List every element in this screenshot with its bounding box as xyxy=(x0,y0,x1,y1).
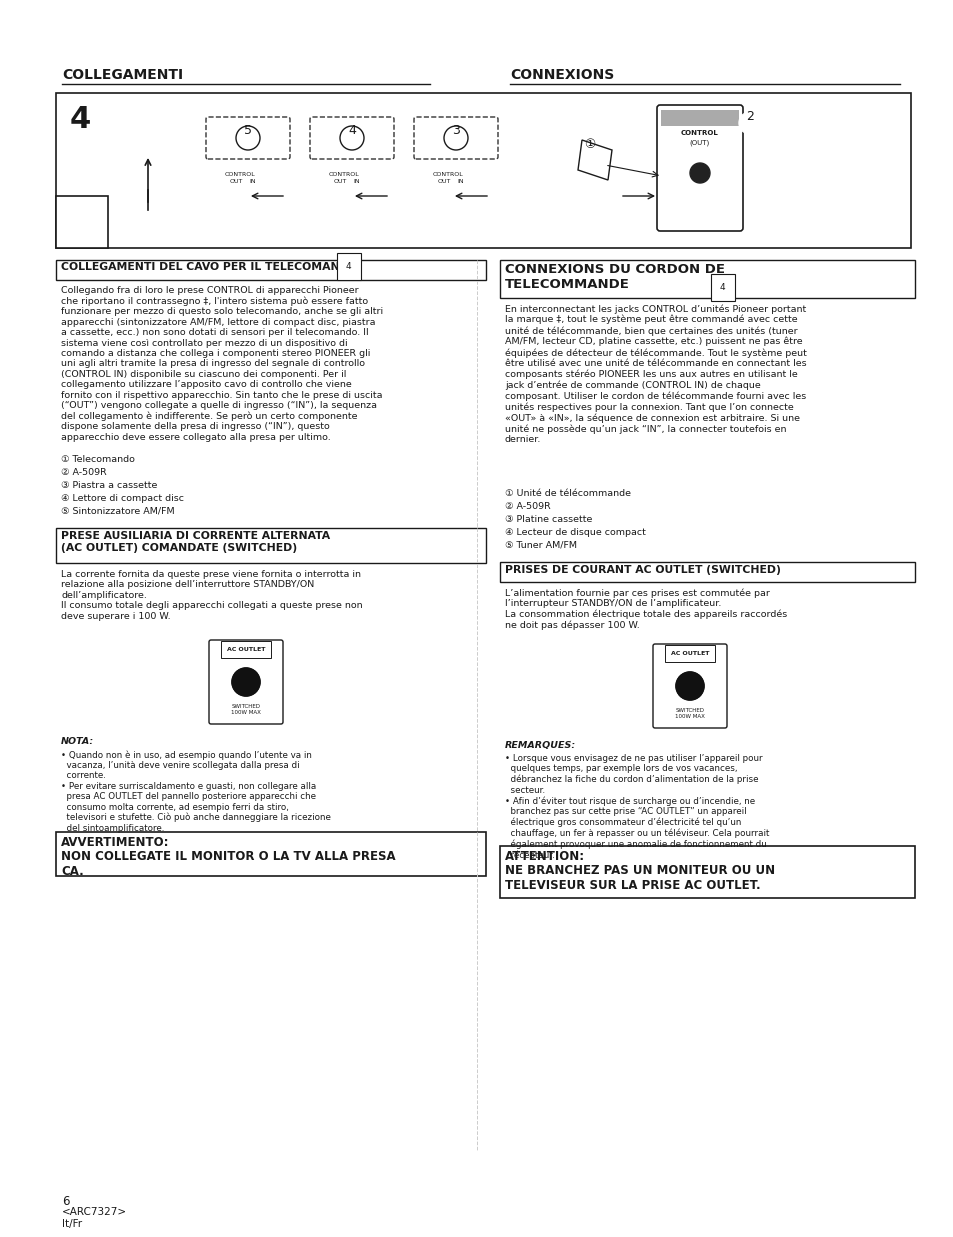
Text: ④: ④ xyxy=(345,127,358,142)
Text: CONTROL: CONTROL xyxy=(224,172,255,177)
Text: ①: ① xyxy=(584,139,595,151)
Circle shape xyxy=(689,163,709,183)
Text: ③: ③ xyxy=(449,127,462,142)
Text: SWITCHED
100W MAX: SWITCHED 100W MAX xyxy=(231,704,261,715)
Text: ③ Piastra a cassette: ③ Piastra a cassette xyxy=(61,481,157,490)
Bar xyxy=(56,195,108,247)
Text: ATTENTION:: ATTENTION: xyxy=(504,850,584,863)
Text: IN: IN xyxy=(250,179,256,184)
Circle shape xyxy=(676,672,703,700)
Circle shape xyxy=(232,668,260,696)
Text: OUT: OUT xyxy=(333,179,346,184)
FancyBboxPatch shape xyxy=(209,640,283,724)
Text: SWITCHED
100W MAX: SWITCHED 100W MAX xyxy=(675,708,704,719)
Bar xyxy=(660,110,739,126)
FancyBboxPatch shape xyxy=(657,105,742,231)
FancyBboxPatch shape xyxy=(206,118,290,160)
Circle shape xyxy=(435,189,449,203)
Text: En interconnectant les jacks CONTROL d’unités Pioneer portant
la marque ‡, tout : En interconnectant les jacks CONTROL d’u… xyxy=(504,304,806,444)
Circle shape xyxy=(331,189,345,203)
Polygon shape xyxy=(578,140,612,181)
Circle shape xyxy=(235,126,260,150)
Circle shape xyxy=(739,113,760,134)
Text: AVVERTIMENTO:: AVVERTIMENTO: xyxy=(61,836,170,849)
Text: CONNEXIONS DU CORDON DE
TELECOMMANDE: CONNEXIONS DU CORDON DE TELECOMMANDE xyxy=(504,263,724,291)
Text: 3: 3 xyxy=(452,124,459,136)
Bar xyxy=(56,260,485,280)
Text: NE BRANCHEZ PAS UN MONITEUR OU UN
TELEVISEUR SUR LA PRISE AC OUTLET.: NE BRANCHEZ PAS UN MONITEUR OU UN TELEVI… xyxy=(504,863,774,892)
Text: IN: IN xyxy=(354,179,360,184)
Text: ④ Lecteur de disque compact: ④ Lecteur de disque compact xyxy=(504,528,645,537)
Text: ① Telecomando: ① Telecomando xyxy=(61,455,134,464)
Bar xyxy=(499,846,914,898)
Circle shape xyxy=(228,664,264,700)
Text: La corrente fornita da queste prese viene fornita o interrotta in
relazione alla: La corrente fornita da queste prese vien… xyxy=(61,570,362,621)
Bar xyxy=(56,833,485,876)
Circle shape xyxy=(689,163,709,183)
Text: ② A-509R: ② A-509R xyxy=(504,502,550,511)
Text: • Quando non è in uso, ad esempio quando l’utente va in
  vacanza, l’unità deve : • Quando non è in uso, ad esempio quando… xyxy=(61,750,331,833)
Text: CONNEXIONS: CONNEXIONS xyxy=(510,68,614,82)
Circle shape xyxy=(685,160,713,187)
Text: PRESE AUSILIARIA DI CORRENTE ALTERNATA
(AC OUTLET) COMANDATE (SWITCHED): PRESE AUSILIARIA DI CORRENTE ALTERNATA (… xyxy=(61,531,330,553)
Text: 2: 2 xyxy=(745,110,753,122)
Circle shape xyxy=(671,668,707,704)
Text: REMARQUES:: REMARQUES: xyxy=(504,741,576,750)
Text: AC OUTLET: AC OUTLET xyxy=(670,651,708,656)
Bar xyxy=(499,260,914,298)
Text: 4: 4 xyxy=(348,124,355,136)
Text: 5: 5 xyxy=(244,124,252,136)
Circle shape xyxy=(245,189,258,203)
Circle shape xyxy=(339,126,364,150)
Text: PRISES DE COURANT AC OUTLET (SWITCHED): PRISES DE COURANT AC OUTLET (SWITCHED) xyxy=(504,565,781,575)
Text: CONTROL: CONTROL xyxy=(328,172,359,177)
Circle shape xyxy=(443,126,468,150)
Text: ⑤: ⑤ xyxy=(241,127,254,142)
Text: 4: 4 xyxy=(720,283,725,292)
Bar xyxy=(56,93,910,247)
Text: ① Unité de télécommande: ① Unité de télécommande xyxy=(504,489,630,499)
Text: <ARC7327>: <ARC7327> xyxy=(62,1207,127,1217)
Text: (OUT): (OUT) xyxy=(689,140,709,146)
Text: L’alimentation fournie par ces prises est commutée par
l’interrupteur STANDBY/ON: L’alimentation fournie par ces prises es… xyxy=(504,588,786,630)
Text: • Lorsque vous envisagez de ne pas utiliser l’appareil pour
  quelques temps, pa: • Lorsque vous envisagez de ne pas utili… xyxy=(504,755,768,860)
Text: ⑤ Sintonizzatore AM/FM: ⑤ Sintonizzatore AM/FM xyxy=(61,507,174,516)
Bar xyxy=(499,562,914,581)
FancyBboxPatch shape xyxy=(310,118,394,160)
Circle shape xyxy=(453,189,467,203)
Text: OUT: OUT xyxy=(436,179,450,184)
Text: 4: 4 xyxy=(346,262,352,271)
Text: Collegando fra di loro le prese CONTROL di apparecchi Pioneer
che riportano il c: Collegando fra di loro le prese CONTROL … xyxy=(61,286,383,442)
Text: ② A-509R: ② A-509R xyxy=(61,468,107,477)
Circle shape xyxy=(227,189,241,203)
Text: ③ Platine cassette: ③ Platine cassette xyxy=(504,515,592,524)
FancyBboxPatch shape xyxy=(652,644,726,729)
Text: NOTA:: NOTA: xyxy=(61,737,94,746)
Text: It/Fr: It/Fr xyxy=(62,1218,82,1230)
Text: 6: 6 xyxy=(62,1195,70,1209)
Text: COLLEGAMENTI: COLLEGAMENTI xyxy=(62,68,183,82)
Bar xyxy=(56,528,485,563)
Text: AC OUTLET: AC OUTLET xyxy=(227,647,265,652)
Circle shape xyxy=(676,672,703,700)
Circle shape xyxy=(349,189,363,203)
Circle shape xyxy=(232,668,260,696)
Text: ④ Lettore di compact disc: ④ Lettore di compact disc xyxy=(61,494,184,503)
Text: IN: IN xyxy=(457,179,464,184)
Text: NON COLLEGATE IL MONITOR O LA TV ALLA PRESA
CA.: NON COLLEGATE IL MONITOR O LA TV ALLA PR… xyxy=(61,850,395,878)
FancyBboxPatch shape xyxy=(414,118,497,160)
Text: OUT: OUT xyxy=(229,179,242,184)
Text: CONTROL: CONTROL xyxy=(432,172,463,177)
Text: CONTROL: CONTROL xyxy=(680,130,719,136)
Text: 4: 4 xyxy=(70,105,91,134)
Text: ⑤ Tuner AM/FM: ⑤ Tuner AM/FM xyxy=(504,541,577,550)
Text: COLLEGAMENTI DEL CAVO PER IL TELECOMANDO: COLLEGAMENTI DEL CAVO PER IL TELECOMANDO xyxy=(61,262,361,272)
